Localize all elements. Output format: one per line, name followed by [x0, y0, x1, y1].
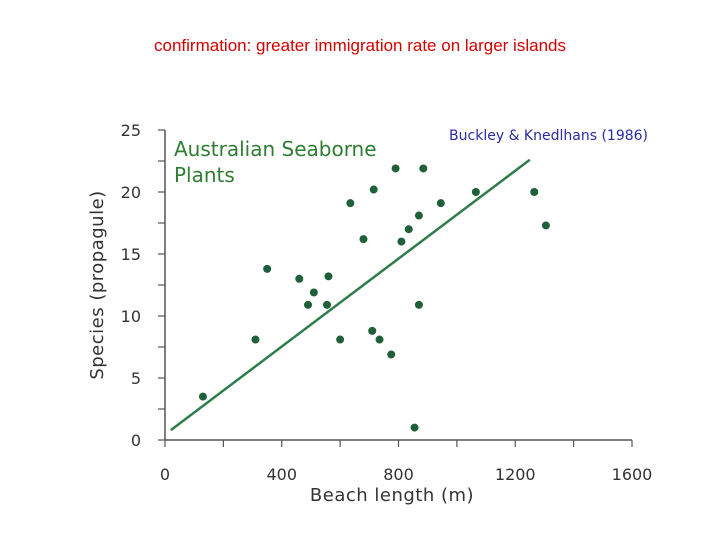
data-point: [391, 164, 400, 173]
data-point: [419, 164, 428, 173]
source-citation: Buckley & Knedlhans (1986): [449, 128, 648, 144]
data-point: [324, 272, 333, 281]
data-point: [414, 211, 423, 220]
x-tick-label: 400: [266, 465, 297, 484]
y-tick-label: 20: [121, 183, 141, 202]
data-point: [397, 237, 406, 246]
data-point: [369, 185, 378, 194]
trendline-group: [170, 158, 531, 432]
data-point: [368, 326, 377, 335]
x-tick-label: 1600: [612, 465, 653, 484]
data-point: [541, 221, 550, 230]
y-tick-label: 15: [121, 245, 141, 264]
data-point: [346, 199, 355, 208]
data-point: [198, 392, 207, 401]
data-point: [251, 335, 260, 344]
data-point: [304, 300, 313, 309]
y-tick-label: 5: [131, 369, 141, 388]
data-point: [322, 300, 331, 309]
data-point: [375, 335, 384, 344]
chart-title-line-2: Plants: [174, 163, 235, 187]
data-point: [295, 274, 304, 283]
slide-title: confirmation: greater immigration rate o…: [154, 36, 566, 55]
trendline: [170, 158, 531, 432]
data-point: [309, 288, 318, 297]
data-point: [414, 300, 423, 309]
data-point: [263, 264, 272, 273]
data-points: [198, 164, 550, 432]
data-point: [336, 335, 345, 344]
x-axis-label: Beach length (m): [310, 485, 474, 506]
data-point: [530, 188, 539, 196]
y-tick-label: 0: [131, 431, 141, 450]
chart-axes: 0 5 10 15 20 25 0 400 800 1200 1600: [121, 121, 653, 484]
data-point: [359, 235, 368, 244]
chart-title-line-1: Australian Seaborne: [174, 137, 377, 161]
data-point: [410, 423, 419, 432]
data-point: [436, 199, 445, 208]
y-tick-label: 10: [121, 307, 141, 326]
x-tick-label: 0: [160, 465, 170, 484]
x-tick-label: 800: [383, 465, 414, 484]
data-point: [471, 188, 480, 196]
data-point: [387, 350, 396, 359]
x-tick-label: 1200: [495, 465, 536, 484]
y-axis-label: Species (propagule): [87, 190, 108, 379]
y-tick-label: 25: [121, 121, 141, 140]
data-point: [404, 225, 413, 234]
